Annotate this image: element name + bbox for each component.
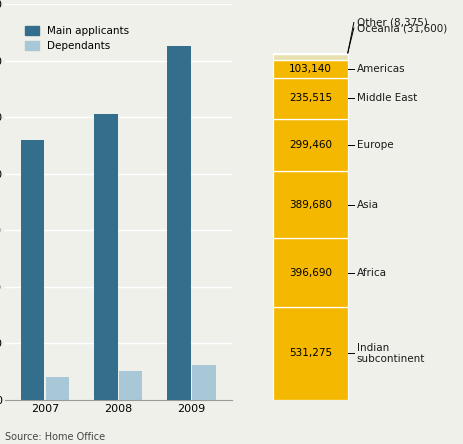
Text: Americas: Americas bbox=[356, 64, 404, 74]
Bar bbox=[192, 365, 215, 400]
Text: 299,460: 299,460 bbox=[288, 140, 332, 150]
Text: Other (8,375): Other (8,375) bbox=[356, 17, 426, 28]
Legend: Main applicants, Dependants: Main applicants, Dependants bbox=[21, 21, 133, 56]
Bar bbox=[273, 171, 347, 238]
Text: Middle East: Middle East bbox=[356, 93, 416, 103]
Text: 235,515: 235,515 bbox=[288, 93, 332, 103]
Text: 396,690: 396,690 bbox=[288, 268, 332, 278]
Bar bbox=[45, 377, 69, 400]
Text: Asia: Asia bbox=[356, 200, 378, 210]
Text: Indian
subcontinent: Indian subcontinent bbox=[356, 343, 424, 364]
Bar bbox=[94, 114, 117, 400]
Text: 103,140: 103,140 bbox=[288, 64, 332, 74]
Bar bbox=[273, 307, 347, 400]
Bar bbox=[167, 46, 190, 400]
Bar bbox=[21, 140, 44, 400]
Text: Africa: Africa bbox=[356, 268, 386, 278]
Text: 389,680: 389,680 bbox=[288, 200, 332, 210]
Bar bbox=[273, 78, 347, 119]
Bar bbox=[273, 55, 347, 60]
Text: Total 1.9 million: Total 1.9 million bbox=[243, 0, 348, 2]
Bar bbox=[273, 238, 347, 307]
Bar bbox=[119, 371, 142, 400]
Bar bbox=[273, 60, 347, 78]
Bar bbox=[273, 119, 347, 171]
Text: Source: Home Office: Source: Home Office bbox=[5, 432, 105, 442]
Text: 531,275: 531,275 bbox=[288, 349, 332, 358]
Text: Thousands: Thousands bbox=[5, 0, 76, 2]
Bar bbox=[273, 53, 347, 55]
Text: Europe: Europe bbox=[356, 140, 392, 150]
Text: Oceania (31,600): Oceania (31,600) bbox=[356, 23, 446, 33]
